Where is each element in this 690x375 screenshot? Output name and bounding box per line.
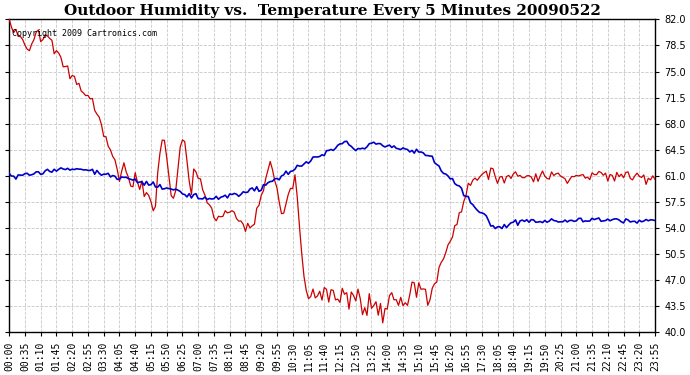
Title: Outdoor Humidity vs.  Temperature Every 5 Minutes 20090522: Outdoor Humidity vs. Temperature Every 5…: [63, 4, 600, 18]
Text: Copyright 2009 Cartronics.com: Copyright 2009 Cartronics.com: [12, 29, 157, 38]
